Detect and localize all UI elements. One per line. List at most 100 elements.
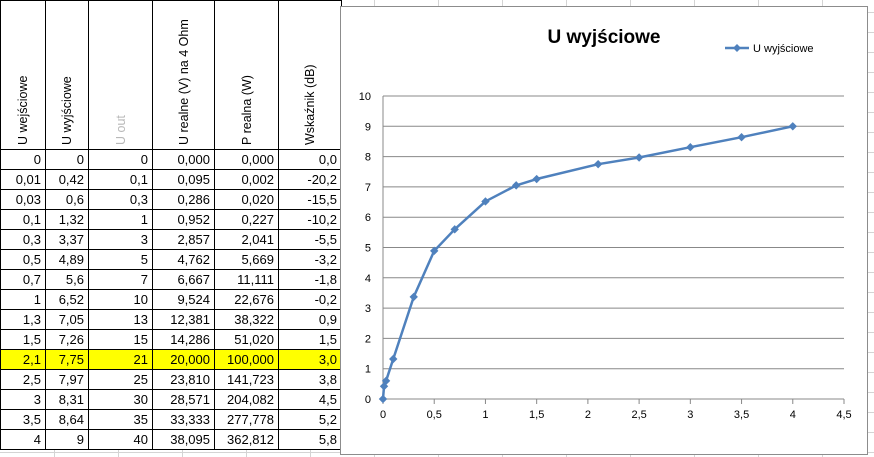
table-cell[interactable]: 12,381	[152, 309, 215, 330]
table-cell[interactable]: 204,082	[214, 389, 279, 410]
table-cell[interactable]: 2,1	[0, 349, 46, 370]
table-cell[interactable]: 0	[0, 149, 46, 170]
table-cell[interactable]: 7	[88, 269, 153, 290]
table-cell[interactable]: -1,8	[278, 269, 342, 290]
table-cell[interactable]: 5,8	[278, 429, 342, 450]
table-cell[interactable]: 3,0	[278, 349, 342, 370]
table-cell[interactable]: 0,0	[278, 149, 342, 170]
table-cell[interactable]: 4,762	[152, 249, 215, 270]
table-cell[interactable]: 0,6	[45, 189, 89, 210]
table-cell[interactable]: 51,020	[214, 329, 279, 350]
table-cell[interactable]: 1,32	[45, 209, 89, 230]
table-cell[interactable]: 0,227	[214, 209, 279, 230]
table-cell[interactable]: 0,952	[152, 209, 215, 230]
table-cell[interactable]: 0,03	[0, 189, 46, 210]
table-cell[interactable]: 2,041	[214, 229, 279, 250]
header-cell[interactable]: U wyjściowe	[45, 0, 89, 150]
table-cell[interactable]: 22,676	[214, 289, 279, 310]
table-cell[interactable]: 38,095	[152, 429, 215, 450]
table-cell[interactable]: 0,002	[214, 169, 279, 190]
table-cell[interactable]: 9,524	[152, 289, 215, 310]
header-cell[interactable]: U out	[88, 0, 153, 150]
table-cell[interactable]: 15	[88, 329, 153, 350]
table-cell[interactable]: 0,42	[45, 169, 89, 190]
table-cell[interactable]: 1	[88, 209, 153, 230]
table-cell[interactable]: 6,52	[45, 289, 89, 310]
table-cell[interactable]: 0,5	[0, 249, 46, 270]
table-cell[interactable]: 8,64	[45, 409, 89, 430]
table-cell[interactable]: 4,5	[278, 389, 342, 410]
table-cell[interactable]: 5	[88, 249, 153, 270]
table-row: 0,5 4,89 5 4,762 5,669 -3,2	[0, 249, 342, 270]
table-cell[interactable]: 6,667	[152, 269, 215, 290]
table-cell[interactable]: 7,75	[45, 349, 89, 370]
table-cell[interactable]: 0	[45, 149, 89, 170]
table-cell[interactable]: -10,2	[278, 209, 342, 230]
header-cell[interactable]: U wejściowe	[0, 0, 46, 150]
header-cell[interactable]: P realna (W)	[214, 0, 279, 150]
table-cell[interactable]: -0,2	[278, 289, 342, 310]
table-cell[interactable]: 0,000	[214, 149, 279, 170]
chart-area[interactable]: U wyjściowe 0 1 2 3 4 5 6 7 8 9 10 0 0,5 1 1,5 2 2,5 3 3,5 4…	[340, 6, 868, 455]
table-cell[interactable]: 13	[88, 309, 153, 330]
table-cell[interactable]: 20,000	[152, 349, 215, 370]
table-cell[interactable]: 0,3	[88, 189, 153, 210]
table-cell[interactable]: 141,723	[214, 369, 279, 390]
table-cell[interactable]: 11,111	[214, 269, 279, 290]
table-cell[interactable]: 5,2	[278, 409, 342, 430]
table-cell[interactable]: 30	[88, 389, 153, 410]
table-cell[interactable]: 100,000	[214, 349, 279, 370]
table-cell[interactable]: 3,5	[0, 409, 46, 430]
table-cell[interactable]: 35	[88, 409, 153, 430]
table-cell[interactable]: 0,286	[152, 189, 215, 210]
table-cell[interactable]: -5,5	[278, 229, 342, 250]
table-cell[interactable]: 277,778	[214, 409, 279, 430]
table-cell[interactable]: 28,571	[152, 389, 215, 410]
table-cell[interactable]: 0,020	[214, 189, 279, 210]
table-cell[interactable]: 1,5	[278, 329, 342, 350]
table-cell[interactable]: -3,2	[278, 249, 342, 270]
table-cell[interactable]: 9	[45, 429, 89, 450]
table-cell[interactable]: 3	[0, 389, 46, 410]
header-cell[interactable]: Wskaźnik (dB)	[278, 0, 342, 150]
table-cell[interactable]: 0,7	[0, 269, 46, 290]
table-cell[interactable]: 14,286	[152, 329, 215, 350]
table-cell[interactable]: 0,1	[0, 209, 46, 230]
table-cell[interactable]: 5,669	[214, 249, 279, 270]
table-cell[interactable]: 2,5	[0, 369, 46, 390]
table-cell[interactable]: 8,31	[45, 389, 89, 410]
table-cell[interactable]: 3,37	[45, 229, 89, 250]
table-cell[interactable]: 25	[88, 369, 153, 390]
table-cell[interactable]: 23,810	[152, 369, 215, 390]
header-cell[interactable]: U realne (V) na 4 Ohm	[152, 0, 215, 150]
table-cell[interactable]: 38,322	[214, 309, 279, 330]
table-cell[interactable]: -15,5	[278, 189, 342, 210]
data-point	[737, 133, 746, 142]
table-cell[interactable]: 0,3	[0, 229, 46, 250]
table-row: 1,3 7,05 13 12,381 38,322 0,9	[0, 309, 342, 330]
table-cell[interactable]: 1,3	[0, 309, 46, 330]
table-cell[interactable]: 0,9	[278, 309, 342, 330]
table-cell[interactable]: 7,05	[45, 309, 89, 330]
table-cell[interactable]: 21	[88, 349, 153, 370]
table-cell[interactable]: 3,8	[278, 369, 342, 390]
table-cell[interactable]: 5,6	[45, 269, 89, 290]
table-cell[interactable]: 40	[88, 429, 153, 450]
table-cell[interactable]: 7,97	[45, 369, 89, 390]
table-cell[interactable]: 3	[88, 229, 153, 250]
table-cell[interactable]: 1,5	[0, 329, 46, 350]
table-cell[interactable]: 0	[88, 149, 153, 170]
table-cell[interactable]: 4	[0, 429, 46, 450]
table-cell[interactable]: 0,095	[152, 169, 215, 190]
table-cell[interactable]: 2,857	[152, 229, 215, 250]
table-cell[interactable]: 0,01	[0, 169, 46, 190]
table-cell[interactable]: -20,2	[278, 169, 342, 190]
table-cell[interactable]: 10	[88, 289, 153, 310]
table-cell[interactable]: 33,333	[152, 409, 215, 430]
table-cell[interactable]: 4,89	[45, 249, 89, 270]
table-cell[interactable]: 362,812	[214, 429, 279, 450]
table-cell[interactable]: 1	[0, 289, 46, 310]
table-cell[interactable]: 7,26	[45, 329, 89, 350]
table-cell[interactable]: 0,1	[88, 169, 153, 190]
table-cell[interactable]: 0,000	[152, 149, 215, 170]
